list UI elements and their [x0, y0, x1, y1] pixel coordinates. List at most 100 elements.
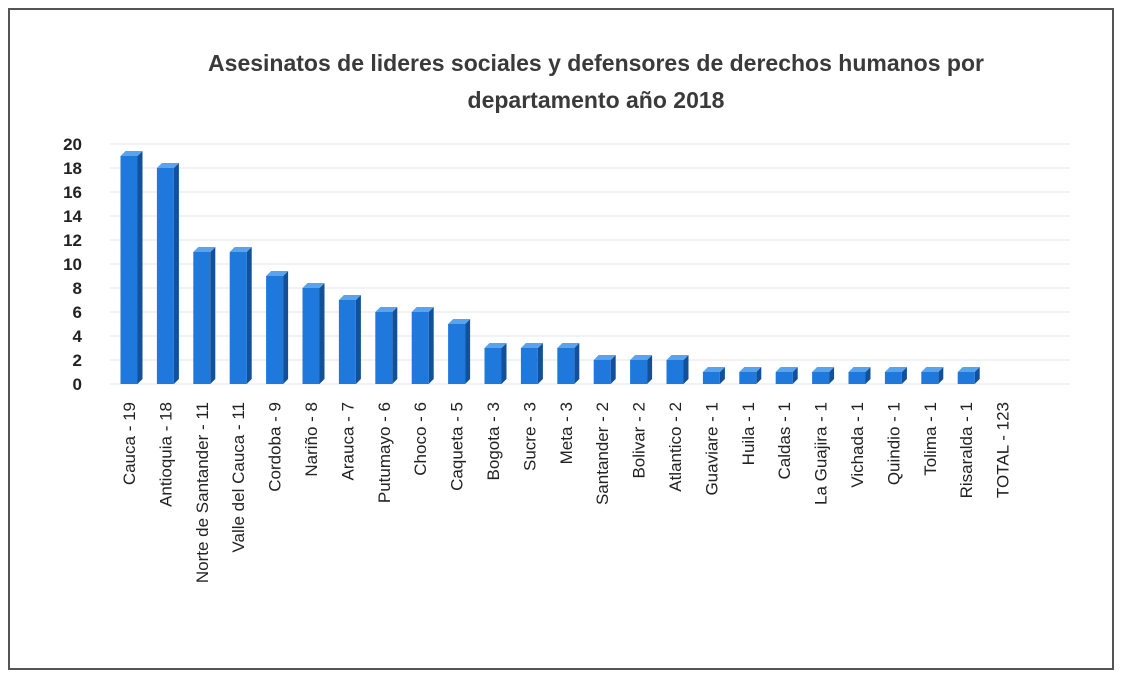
- x-category-label: Nariño - 8: [302, 402, 321, 477]
- x-category-label: Sucre - 3: [520, 402, 539, 471]
- bar-side: [137, 151, 143, 384]
- bar-side: [974, 367, 980, 384]
- bar: [884, 367, 907, 384]
- bar-top: [848, 367, 871, 372]
- bar-side: [865, 367, 871, 384]
- bar-top: [266, 271, 289, 276]
- x-category-label: Arauca - 7: [338, 402, 357, 480]
- x-category-label: La Guajira - 1: [812, 402, 831, 505]
- bar-front: [484, 348, 502, 384]
- y-tick-label: 12: [63, 231, 82, 250]
- bar: [338, 295, 361, 384]
- bar-front: [557, 348, 575, 384]
- y-tick-label: 16: [63, 183, 82, 202]
- chart-title-line-1: Asesinatos de lideres sociales y defenso…: [208, 50, 984, 76]
- x-category-label: Norte de Santander - 11: [193, 402, 212, 583]
- bar-top: [302, 283, 325, 288]
- x-category-label: Antioquia - 18: [156, 402, 175, 507]
- bar-side: [428, 307, 434, 384]
- x-category-label: Caldas - 1: [775, 402, 794, 479]
- bar-front: [120, 156, 138, 384]
- bar-top: [484, 343, 507, 348]
- x-category-label: Risaralda - 1: [957, 402, 976, 498]
- bars: [120, 151, 980, 384]
- bar-side: [392, 307, 398, 384]
- x-category-label: Cauca - 19: [120, 402, 139, 485]
- bar-side: [246, 247, 252, 384]
- bar-top: [702, 367, 725, 372]
- bar: [739, 367, 762, 384]
- bar-front: [448, 324, 466, 384]
- bar: [812, 367, 835, 384]
- chart-title-line-2: departamento año 2018: [468, 87, 725, 113]
- bar-side: [355, 295, 361, 384]
- bar-top: [193, 247, 216, 252]
- bar: [484, 343, 507, 384]
- bar-top: [411, 307, 434, 312]
- x-category-label: Atlantico - 2: [666, 402, 685, 492]
- bar-side: [319, 283, 325, 384]
- bar-side: [574, 343, 580, 384]
- bar-top: [557, 343, 580, 348]
- bar-front: [593, 360, 611, 384]
- y-tick-label: 2: [73, 351, 82, 370]
- bar-front: [156, 168, 174, 384]
- bar-front: [375, 312, 393, 384]
- bar-side: [173, 163, 179, 384]
- bar-front: [411, 312, 429, 384]
- x-category-label: Vichada - 1: [848, 402, 867, 488]
- y-tick-label: 4: [73, 327, 83, 346]
- bar-side: [901, 367, 907, 384]
- bar-side: [501, 343, 507, 384]
- x-category-label: Caqueta - 5: [448, 402, 467, 491]
- bar-side: [719, 367, 725, 384]
- bar: [156, 163, 179, 384]
- bar-front: [957, 372, 975, 384]
- bar-side: [537, 343, 543, 384]
- chart-frame: Asesinatos de lideres sociales y defenso…: [8, 8, 1114, 670]
- x-category-label: Meta - 3: [557, 402, 576, 464]
- bar-front: [921, 372, 939, 384]
- bar-front: [666, 360, 684, 384]
- bar-top: [448, 319, 471, 324]
- x-category-label: Bogota - 3: [484, 402, 503, 480]
- bar-top: [884, 367, 907, 372]
- x-category-label: Cordoba - 9: [266, 402, 285, 492]
- y-tick-label: 0: [73, 375, 82, 394]
- bar-front: [812, 372, 830, 384]
- bar: [593, 355, 616, 384]
- bar-top: [120, 151, 143, 156]
- bar-side: [756, 367, 762, 384]
- bar: [302, 283, 325, 384]
- bar-front: [775, 372, 793, 384]
- bar-top: [775, 367, 798, 372]
- bar: [666, 355, 689, 384]
- bar: [520, 343, 543, 384]
- bar-top: [666, 355, 689, 360]
- bar-side: [829, 367, 835, 384]
- y-tick-label: 10: [63, 255, 82, 274]
- gridlines: [110, 143, 1070, 385]
- bar-side: [283, 271, 289, 384]
- bar-top: [957, 367, 980, 372]
- bar-front: [884, 372, 902, 384]
- bar-chart: Asesinatos de lideres sociales y defenso…: [63, 50, 1070, 583]
- x-category-label: Choco - 6: [411, 402, 430, 476]
- bar-side: [610, 355, 616, 384]
- x-category-label: Putumayo - 6: [375, 402, 394, 503]
- bar: [375, 307, 398, 384]
- bar-front: [848, 372, 866, 384]
- bar: [120, 151, 143, 384]
- x-category-label: Tolima - 1: [921, 402, 940, 476]
- bar-front: [266, 276, 284, 384]
- bar: [448, 319, 471, 384]
- x-category-label: Bolivar - 2: [630, 402, 649, 479]
- bar: [411, 307, 434, 384]
- bar-top: [593, 355, 616, 360]
- y-tick-label: 8: [73, 279, 82, 298]
- bar-side: [938, 367, 944, 384]
- category-labels: Cauca - 19 Antioquia - 18 Norte de Santand…: [120, 402, 1013, 583]
- bar: [921, 367, 944, 384]
- bar-front: [739, 372, 757, 384]
- bar-top: [375, 307, 398, 312]
